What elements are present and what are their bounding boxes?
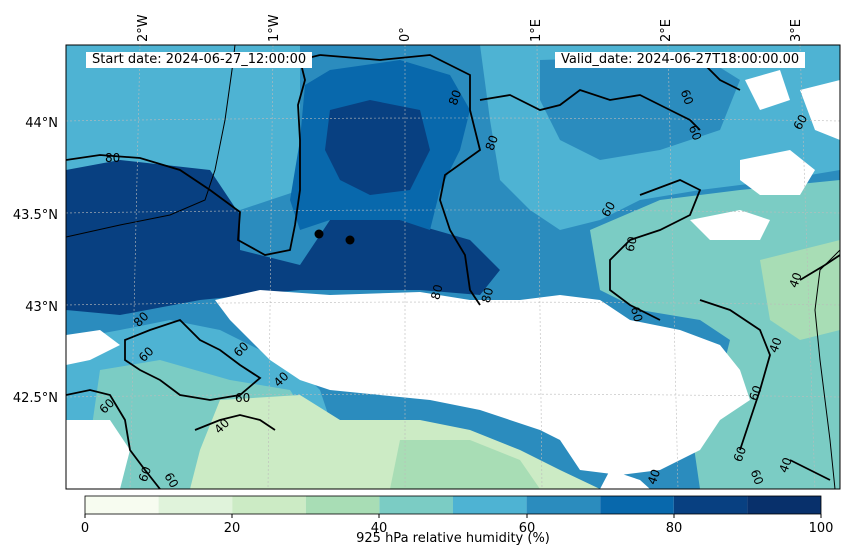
contour-label-central: 80 [446,88,464,107]
colorbar-tick-20: 20 [224,521,241,536]
contour-label-south-2: 60 [731,445,749,464]
colorbar-segment [453,496,527,514]
lat-label-44n: 44°N [25,116,58,131]
colorbar-segment [600,496,674,514]
colorbar-ticks: 0 20 40 60 80 100 [81,514,834,536]
lon-label-1w: 1°W [267,14,282,42]
colorbar-tick-60: 60 [519,521,536,536]
humidity-west-dark [66,160,500,315]
valid-date-label: Valid_date: 2024-06-27T18:00:00.00 [555,52,806,68]
contour-label-east-3: 60 [622,235,639,253]
humidity-central-core [325,100,430,195]
humidity-east-core [540,55,740,160]
colorbar [85,496,821,514]
contour-label-northeast: 60 [791,112,811,132]
colorbar-segment [526,496,601,514]
lon-label-1e: 1°E [529,19,544,42]
colorbar-tick-80: 80 [666,521,683,536]
colorbar-segment [158,496,233,514]
lon-label-3e: 3°E [789,19,804,42]
colorbar-segment [85,496,159,514]
colorbar-frame [84,495,822,515]
marker-point-2 [345,235,355,245]
map-frame [65,44,841,490]
colorbar-segment [747,496,821,514]
map-panel: 80 80 80 60 60 60 60 60 80 80 60 40 40 6… [66,45,840,490]
lon-label-2e: 2°E [659,19,674,42]
contour-label-east-4: 60 [599,199,619,219]
missing-data-south [600,470,650,489]
colorbar-tick-100: 100 [809,521,834,536]
colorbar-tick-40: 40 [371,521,388,536]
colorbar-title: 925 hPa relative humidity (%) [356,531,550,546]
contour-labels: 80 80 80 60 60 60 60 60 80 80 60 40 40 6… [97,88,811,490]
contour-label-south-central-2: 80 [479,286,496,304]
missing-data-east-2 [690,210,770,240]
contour-label-southeast-4: 60 [746,384,764,403]
latitude-labels: 44°N 43.5°N 43°N 42.5°N [13,116,58,406]
lat-label-43-5n: 43.5°N [13,208,58,223]
colorbar-segment [232,496,306,514]
missing-data-east-1 [740,150,815,195]
contour-label-west: 80 [105,151,120,165]
humidity-southeast-green [760,240,840,340]
contour-label-southeast-3: 40 [766,336,784,355]
missing-data-central [215,290,750,475]
contour-label-southeast: 60 [628,305,645,323]
colorbar-segment [305,496,380,514]
marker-point-1 [314,229,324,239]
longitude-labels: 2°W 1°W 0° 1°E 2°E 3°E [136,14,804,42]
contour-label-east: 60 [678,88,696,107]
lat-label-43n: 43°N [25,300,58,315]
lon-label-0: 0° [398,27,413,42]
gridlines [66,45,840,489]
contour-label-central-2: 80 [483,133,501,152]
contour-label-southwest-8: 60 [136,465,154,484]
missing-data-east-4 [800,80,840,140]
missing-data-east-3 [745,70,790,110]
colorbar-segment [379,496,453,514]
colorbar-tick-0: 0 [81,521,89,536]
contour-label-southwest-9: 60 [161,470,181,490]
contour-label-south-central: 80 [428,283,445,301]
colorbar-segment [673,496,748,514]
contour-label-southeast-2: 40 [786,271,804,290]
contour-label-south-4: 60 [748,468,766,487]
contour-label-south-1: 40 [645,467,663,486]
contour-label-south-3: 40 [776,456,794,475]
coastlines [66,45,840,489]
contour-label-east-2: 60 [686,123,704,142]
missing-data-southwest [66,420,130,489]
humidity-contours [66,54,840,489]
lon-label-2w: 2°W [136,14,151,42]
contour-label-southwest-4: 60 [235,391,250,405]
start-date-label: Start date: 2024-06-27_12:00:00 [86,52,313,68]
missing-data-west [66,330,120,365]
lat-label-42-5n: 42.5°N [13,391,58,406]
humidity-south-green [390,440,540,489]
